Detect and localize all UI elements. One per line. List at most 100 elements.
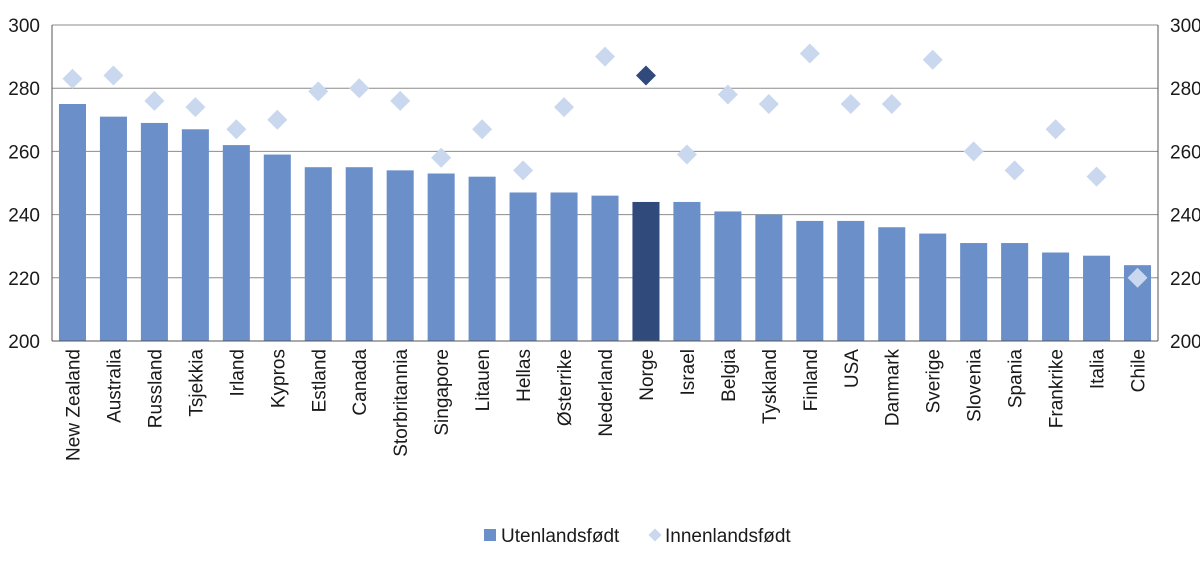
y-tick-label-left: 260 — [8, 142, 40, 163]
marker-belgia — [717, 84, 738, 105]
legend-label: Innenlandsfødt — [665, 526, 791, 547]
bar-østerrike — [550, 192, 578, 341]
marker-canada — [349, 78, 370, 99]
bar-australia — [99, 116, 127, 341]
x-tick-label: Spania — [1006, 349, 1027, 409]
bar-canada — [345, 167, 373, 341]
x-tick-label: Chile — [1129, 349, 1150, 392]
axes-group: 200 200 220 220 240 240 260 260 280 280 300 300 New … — [8, 16, 1200, 461]
x-tick-label: Belgia — [719, 349, 740, 402]
x-tick-label: Norge — [637, 349, 658, 401]
bar-hellas — [509, 192, 537, 341]
y-tick-label-left: 240 — [8, 206, 40, 227]
marker-new-zealand — [62, 68, 83, 89]
x-tick-label: Kypros — [268, 349, 289, 408]
x-tick-label: Tsjekkia — [186, 349, 207, 417]
bar-tyskland — [755, 214, 783, 341]
x-tick-label: Israel — [678, 349, 699, 395]
bar-sverige — [919, 233, 947, 341]
bar-israel — [673, 201, 701, 341]
x-tick-label: Russland — [145, 349, 166, 428]
x-tick-label: Slovenia — [965, 349, 986, 422]
bar-italia — [1083, 255, 1111, 341]
x-tick-label: Litauen — [473, 349, 494, 411]
bar-tsjekkia — [181, 129, 209, 341]
marker-tsjekkia — [185, 97, 206, 118]
marker-sverige — [922, 49, 943, 70]
y-tick-label-right: 200 — [1170, 332, 1200, 353]
bar-russland — [140, 122, 168, 342]
bar-kypros — [263, 154, 291, 341]
marker-danmark — [881, 94, 902, 114]
marker-australia — [103, 65, 124, 86]
marker-spania — [1004, 160, 1025, 181]
legend: Utenlandsfødt Innenlandsfødt — [484, 526, 791, 547]
bar-irland — [222, 145, 250, 341]
marker-litauen — [472, 119, 493, 140]
marker-irland — [226, 119, 247, 140]
marker-chile — [1127, 267, 1148, 288]
x-tick-label: Estland — [309, 349, 330, 412]
x-tick-label: New Zealand — [63, 349, 84, 461]
x-tick-label: Nederland — [596, 349, 617, 437]
y-tick-label-right: 240 — [1170, 206, 1200, 227]
marker-slovenia — [963, 141, 984, 162]
bar-litauen — [468, 176, 496, 341]
x-tick-label: Singapore — [432, 349, 453, 436]
x-tick-label: Italia — [1088, 349, 1109, 390]
marker-tyskland — [758, 94, 779, 114]
marker-frankrike — [1045, 119, 1066, 140]
y-tick-label-right: 280 — [1170, 79, 1200, 100]
bar-danmark — [878, 227, 906, 341]
bar-norge — [632, 201, 660, 341]
bar-frankrike — [1042, 252, 1070, 341]
y-tick-label-right: 220 — [1170, 269, 1200, 290]
y-tick-label-left: 200 — [8, 332, 40, 353]
bar-estland — [304, 167, 332, 341]
bar-new-zealand — [58, 104, 86, 341]
bars-group — [58, 104, 1152, 342]
x-tick-label: Frankrike — [1047, 349, 1068, 428]
marker-finland — [799, 43, 820, 64]
marker-nederland — [595, 46, 615, 67]
y-tick-label-right: 260 — [1170, 142, 1200, 163]
marker-israel — [676, 144, 697, 165]
bar-slovenia — [960, 243, 988, 341]
x-tick-label: USA — [842, 349, 863, 388]
marker-singapore — [431, 147, 452, 168]
bar-storbritannia — [386, 170, 414, 341]
bar-belgia — [714, 211, 742, 341]
x-tick-label: Australia — [104, 349, 125, 423]
x-tick-label: Finland — [801, 349, 822, 411]
marker-østerrike — [554, 97, 575, 118]
markers-group — [62, 43, 1148, 288]
x-tick-label: Sverige — [924, 349, 945, 413]
x-tick-label: Canada — [350, 349, 371, 416]
marker-norge — [635, 65, 656, 86]
y-tick-label-left: 300 — [8, 16, 40, 37]
bar-usa — [837, 220, 865, 341]
x-tick-label: Tyskland — [760, 349, 781, 424]
x-tick-label: Hellas — [514, 349, 535, 402]
marker-estland — [308, 81, 329, 102]
x-tick-label: Irland — [227, 349, 248, 397]
bar-finland — [796, 220, 824, 341]
marker-hellas — [513, 160, 534, 181]
bar-singapore — [427, 173, 455, 341]
x-tick-label: Østerrike — [555, 349, 576, 426]
y-tick-label-right: 300 — [1170, 16, 1200, 37]
marker-storbritannia — [390, 90, 411, 111]
y-tick-label-left: 220 — [8, 269, 40, 290]
x-tick-label: Storbritannia — [391, 349, 412, 457]
legend-label: Utenlandsfødt — [501, 526, 620, 547]
marker-usa — [840, 94, 861, 114]
legend-swatch-diamond — [648, 528, 662, 542]
marker-russland — [144, 90, 165, 111]
marker-kypros — [267, 109, 288, 130]
x-tick-label: Danmark — [883, 349, 904, 427]
marker-italia — [1086, 166, 1107, 187]
legend-swatch-bar — [484, 529, 496, 541]
bar-spania — [1001, 243, 1029, 341]
